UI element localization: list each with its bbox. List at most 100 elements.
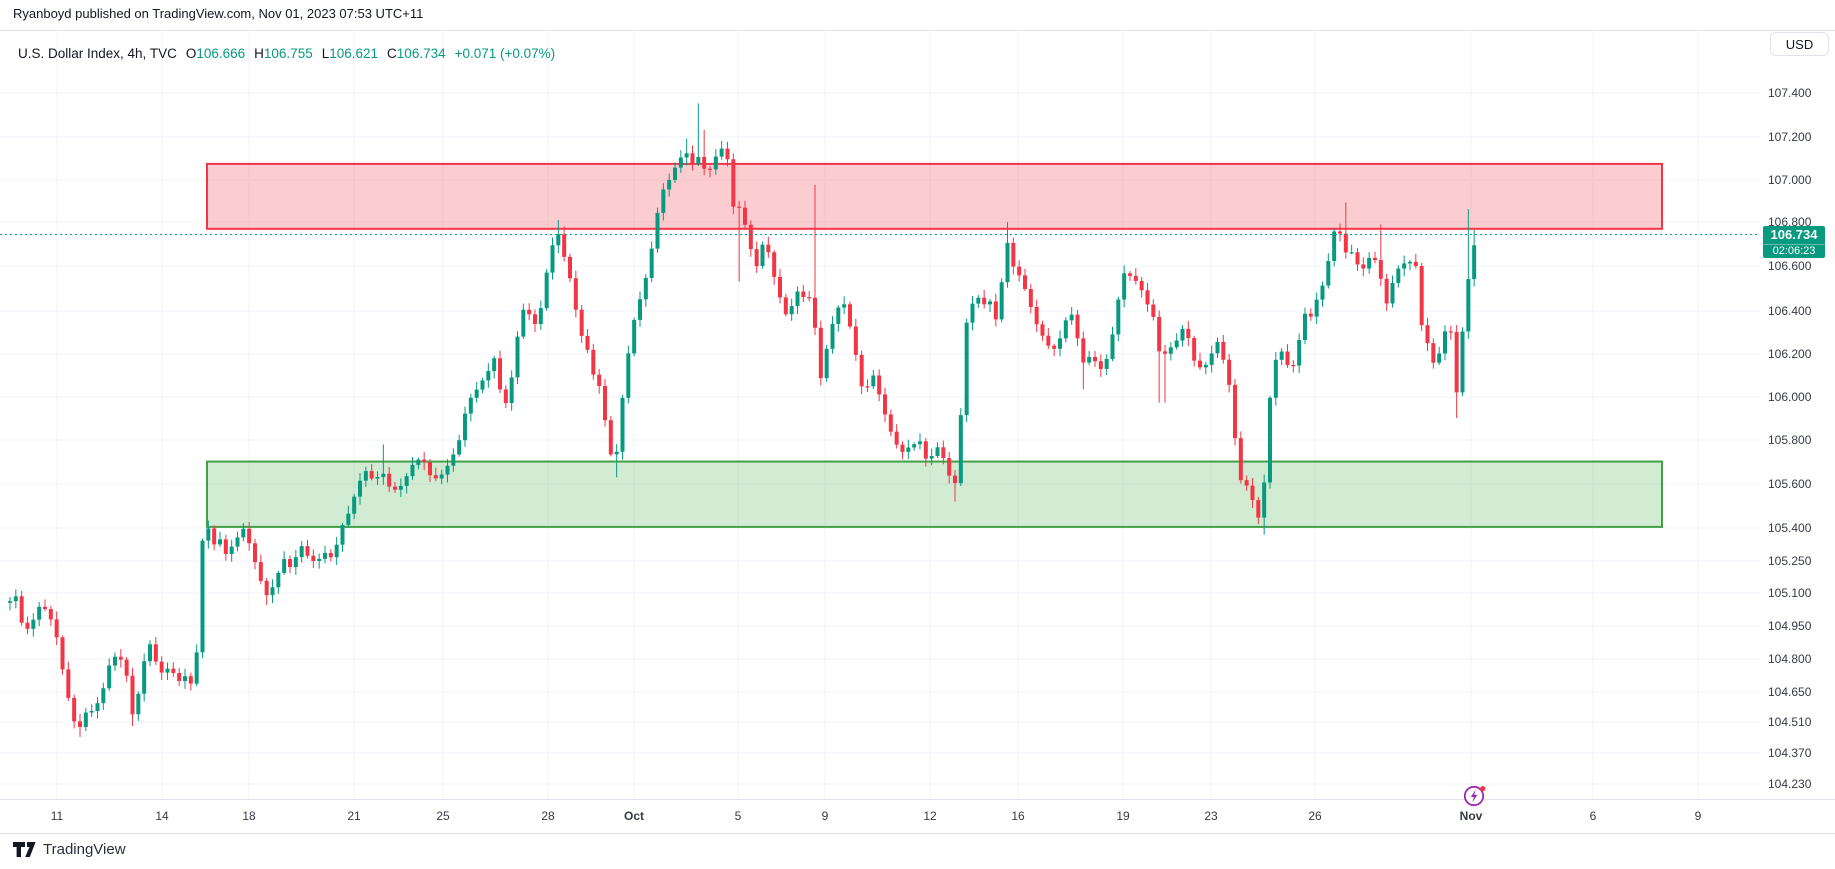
candle [964,322,969,416]
time-axis-label: 25 [436,809,450,823]
candle [865,386,870,388]
candle [1133,275,1138,281]
candle [1407,261,1412,264]
candle [987,301,992,305]
candle [1151,304,1156,317]
candle [305,546,310,556]
candle [1425,325,1430,344]
candle [1355,252,1360,265]
candle [1238,438,1243,481]
candle [882,394,887,415]
candle [1332,231,1337,261]
candle [742,207,747,225]
candle [731,159,736,207]
candle [54,619,59,638]
candle [737,206,742,208]
candle [1110,334,1115,359]
candle [847,304,852,327]
candle [1186,328,1191,339]
candle [1075,314,1080,339]
price-axis-label: 105.800 [1768,433,1812,447]
candle [1302,313,1307,340]
current-price-badge: 106.734 02:06:23 [1763,225,1825,258]
candle [1314,299,1319,317]
resistance-zone[interactable] [206,162,1663,230]
candle [999,282,1004,320]
candle [509,377,514,404]
candle [748,224,753,250]
price-scale[interactable]: 107.400 107.200 107.000 106.800 106.600 106.4… [1763,30,1835,799]
candle [812,297,817,328]
candle [725,148,730,160]
time-scale[interactable]: 11 14 18 21 25 28 Oct 5 9 12 16 19 23 26 Nov 6 9 [0,799,1835,834]
candle [1221,341,1226,360]
currency-button[interactable]: USD [1770,32,1829,56]
candle [1197,360,1202,368]
tradingview-logo-icon [13,842,36,857]
price-axis-label: 107.400 [1768,86,1812,100]
tradingview-watermark[interactable]: TradingView [13,841,126,858]
candle [1250,485,1255,501]
price-axis-label: 104.370 [1768,746,1812,760]
price-change: +0.071 (+0.07%) [454,45,556,61]
time-axis-label: 11 [50,809,64,823]
candle [422,459,427,463]
symbol-title: U.S. Dollar Index, 4h, TVC [18,45,177,61]
time-axis-label: 9 [821,809,829,823]
candle [492,358,497,372]
candle [72,697,77,722]
lightning-event-icon[interactable] [1462,783,1488,809]
candle [789,306,794,315]
candle [1267,397,1272,483]
candle [188,676,193,684]
candle [223,539,228,554]
candle [952,475,957,484]
candle [95,703,100,711]
candle [795,291,800,307]
candle [328,552,333,558]
candle [1320,285,1325,300]
ohlc-C: C106.734 [387,45,446,61]
candle [1326,260,1331,286]
candle [993,301,998,320]
candle [363,471,368,481]
candle [585,335,590,350]
candle [550,245,555,273]
price-axis-label: 106.800 [1768,215,1812,229]
price-axis-label: 105.100 [1768,586,1812,600]
candle [1227,359,1232,385]
candle [357,480,362,497]
candle [941,447,946,459]
price-axis-label: 106.200 [1768,347,1812,361]
candle [684,153,689,158]
candle [906,447,911,452]
candle [276,572,281,588]
candle [1419,266,1424,326]
candle [661,189,666,213]
candle [1203,364,1208,368]
candle [229,546,234,554]
support-zone[interactable] [206,460,1663,528]
ohlc-H: H106.755 [254,45,313,61]
candle [707,168,712,170]
time-axis-label: 14 [155,809,169,823]
candle [970,303,975,323]
candle [346,513,351,526]
candle [299,546,304,558]
candle [457,440,462,455]
price-axis-label: 105.250 [1768,554,1812,568]
candle [853,326,858,355]
candle [1017,266,1022,276]
candle [322,552,327,559]
candle [130,675,135,715]
tradingview-watermark-text: TradingView [43,841,126,858]
candle [801,291,806,298]
candle [375,476,380,479]
candle [177,673,182,682]
candle [538,308,543,325]
candle [118,656,123,660]
candle [13,596,18,602]
candle [1174,340,1179,348]
time-axis-label: 18 [242,809,256,823]
